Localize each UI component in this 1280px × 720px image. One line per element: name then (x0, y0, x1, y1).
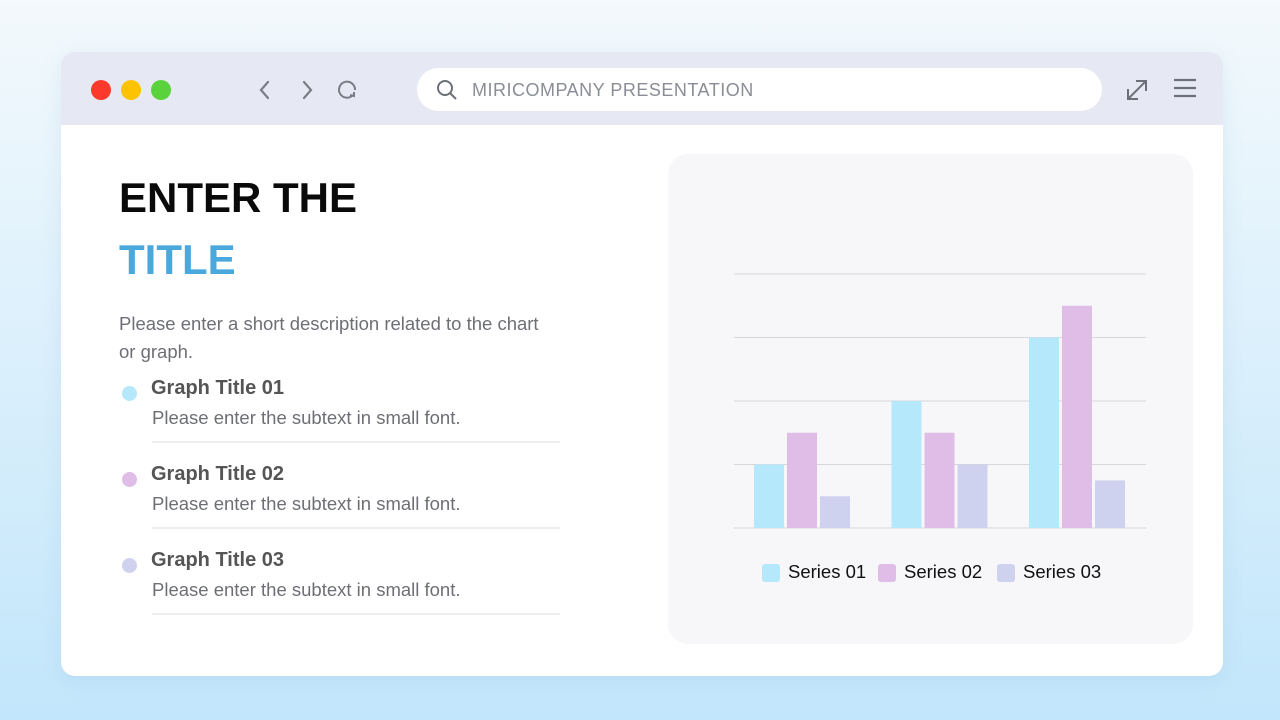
divider (152, 527, 560, 529)
item-title: Graph Title 03 (151, 549, 285, 571)
legend-swatch (997, 564, 1015, 582)
bullet-icon (122, 386, 137, 401)
legend-swatch (762, 564, 780, 582)
legend-swatch (878, 564, 896, 582)
bullet-icon (122, 472, 137, 487)
forward-icon[interactable] (293, 76, 321, 104)
bar-1-2 (891, 401, 922, 528)
item-subtext: Please enter the subtext in small font. (152, 407, 461, 428)
menu-icon[interactable] (1171, 76, 1199, 100)
search-icon (437, 80, 457, 100)
close-button[interactable] (91, 80, 111, 100)
bar-chart: Series 01 Series 02 Series 03 (734, 273, 1146, 582)
divider (152, 441, 560, 443)
item-subtext: Please enter the subtext in small font. (152, 493, 461, 514)
bar-3-2 (957, 464, 988, 528)
bar-3-1 (820, 496, 850, 528)
bullet-icon (122, 558, 137, 573)
item-subtext: Please enter the subtext in small font. (152, 579, 461, 600)
slide-description: Please enter a short description related… (119, 313, 539, 362)
reload-icon[interactable] (333, 76, 361, 104)
slide-title-line2: TITLE (119, 236, 236, 283)
back-icon[interactable] (251, 76, 279, 104)
browser-toolbar: MIRICOMPANY PRESENTATION (61, 52, 1223, 125)
chart-panel: Series 01 Series 02 Series 03 (668, 154, 1193, 644)
legend-label: Series 02 (904, 561, 982, 582)
item-title: Graph Title 01 (151, 377, 285, 399)
bar-2-3 (1062, 305, 1092, 528)
bar-2-1 (787, 432, 817, 528)
legend-label: Series 01 (788, 561, 866, 582)
divider (152, 613, 560, 615)
item-title: Graph Title 02 (151, 463, 285, 485)
bar-1-3 (1029, 337, 1059, 528)
address-text: MIRICOMPANY PRESENTATION (472, 80, 754, 100)
maximize-button[interactable] (151, 80, 171, 100)
legend-label: Series 03 (1023, 561, 1101, 582)
bar-3-3 (1095, 480, 1125, 528)
expand-icon[interactable] (1123, 76, 1151, 104)
address-bar[interactable]: MIRICOMPANY PRESENTATION (417, 68, 1102, 111)
bar-1-1 (754, 464, 784, 528)
slide-title-line1: ENTER THE (119, 174, 358, 221)
browser-window: MIRICOMPANY PRESENTATION ENTER THE TITLE… (61, 52, 1223, 676)
bar-2-2 (924, 432, 955, 528)
minimize-button[interactable] (121, 80, 141, 100)
